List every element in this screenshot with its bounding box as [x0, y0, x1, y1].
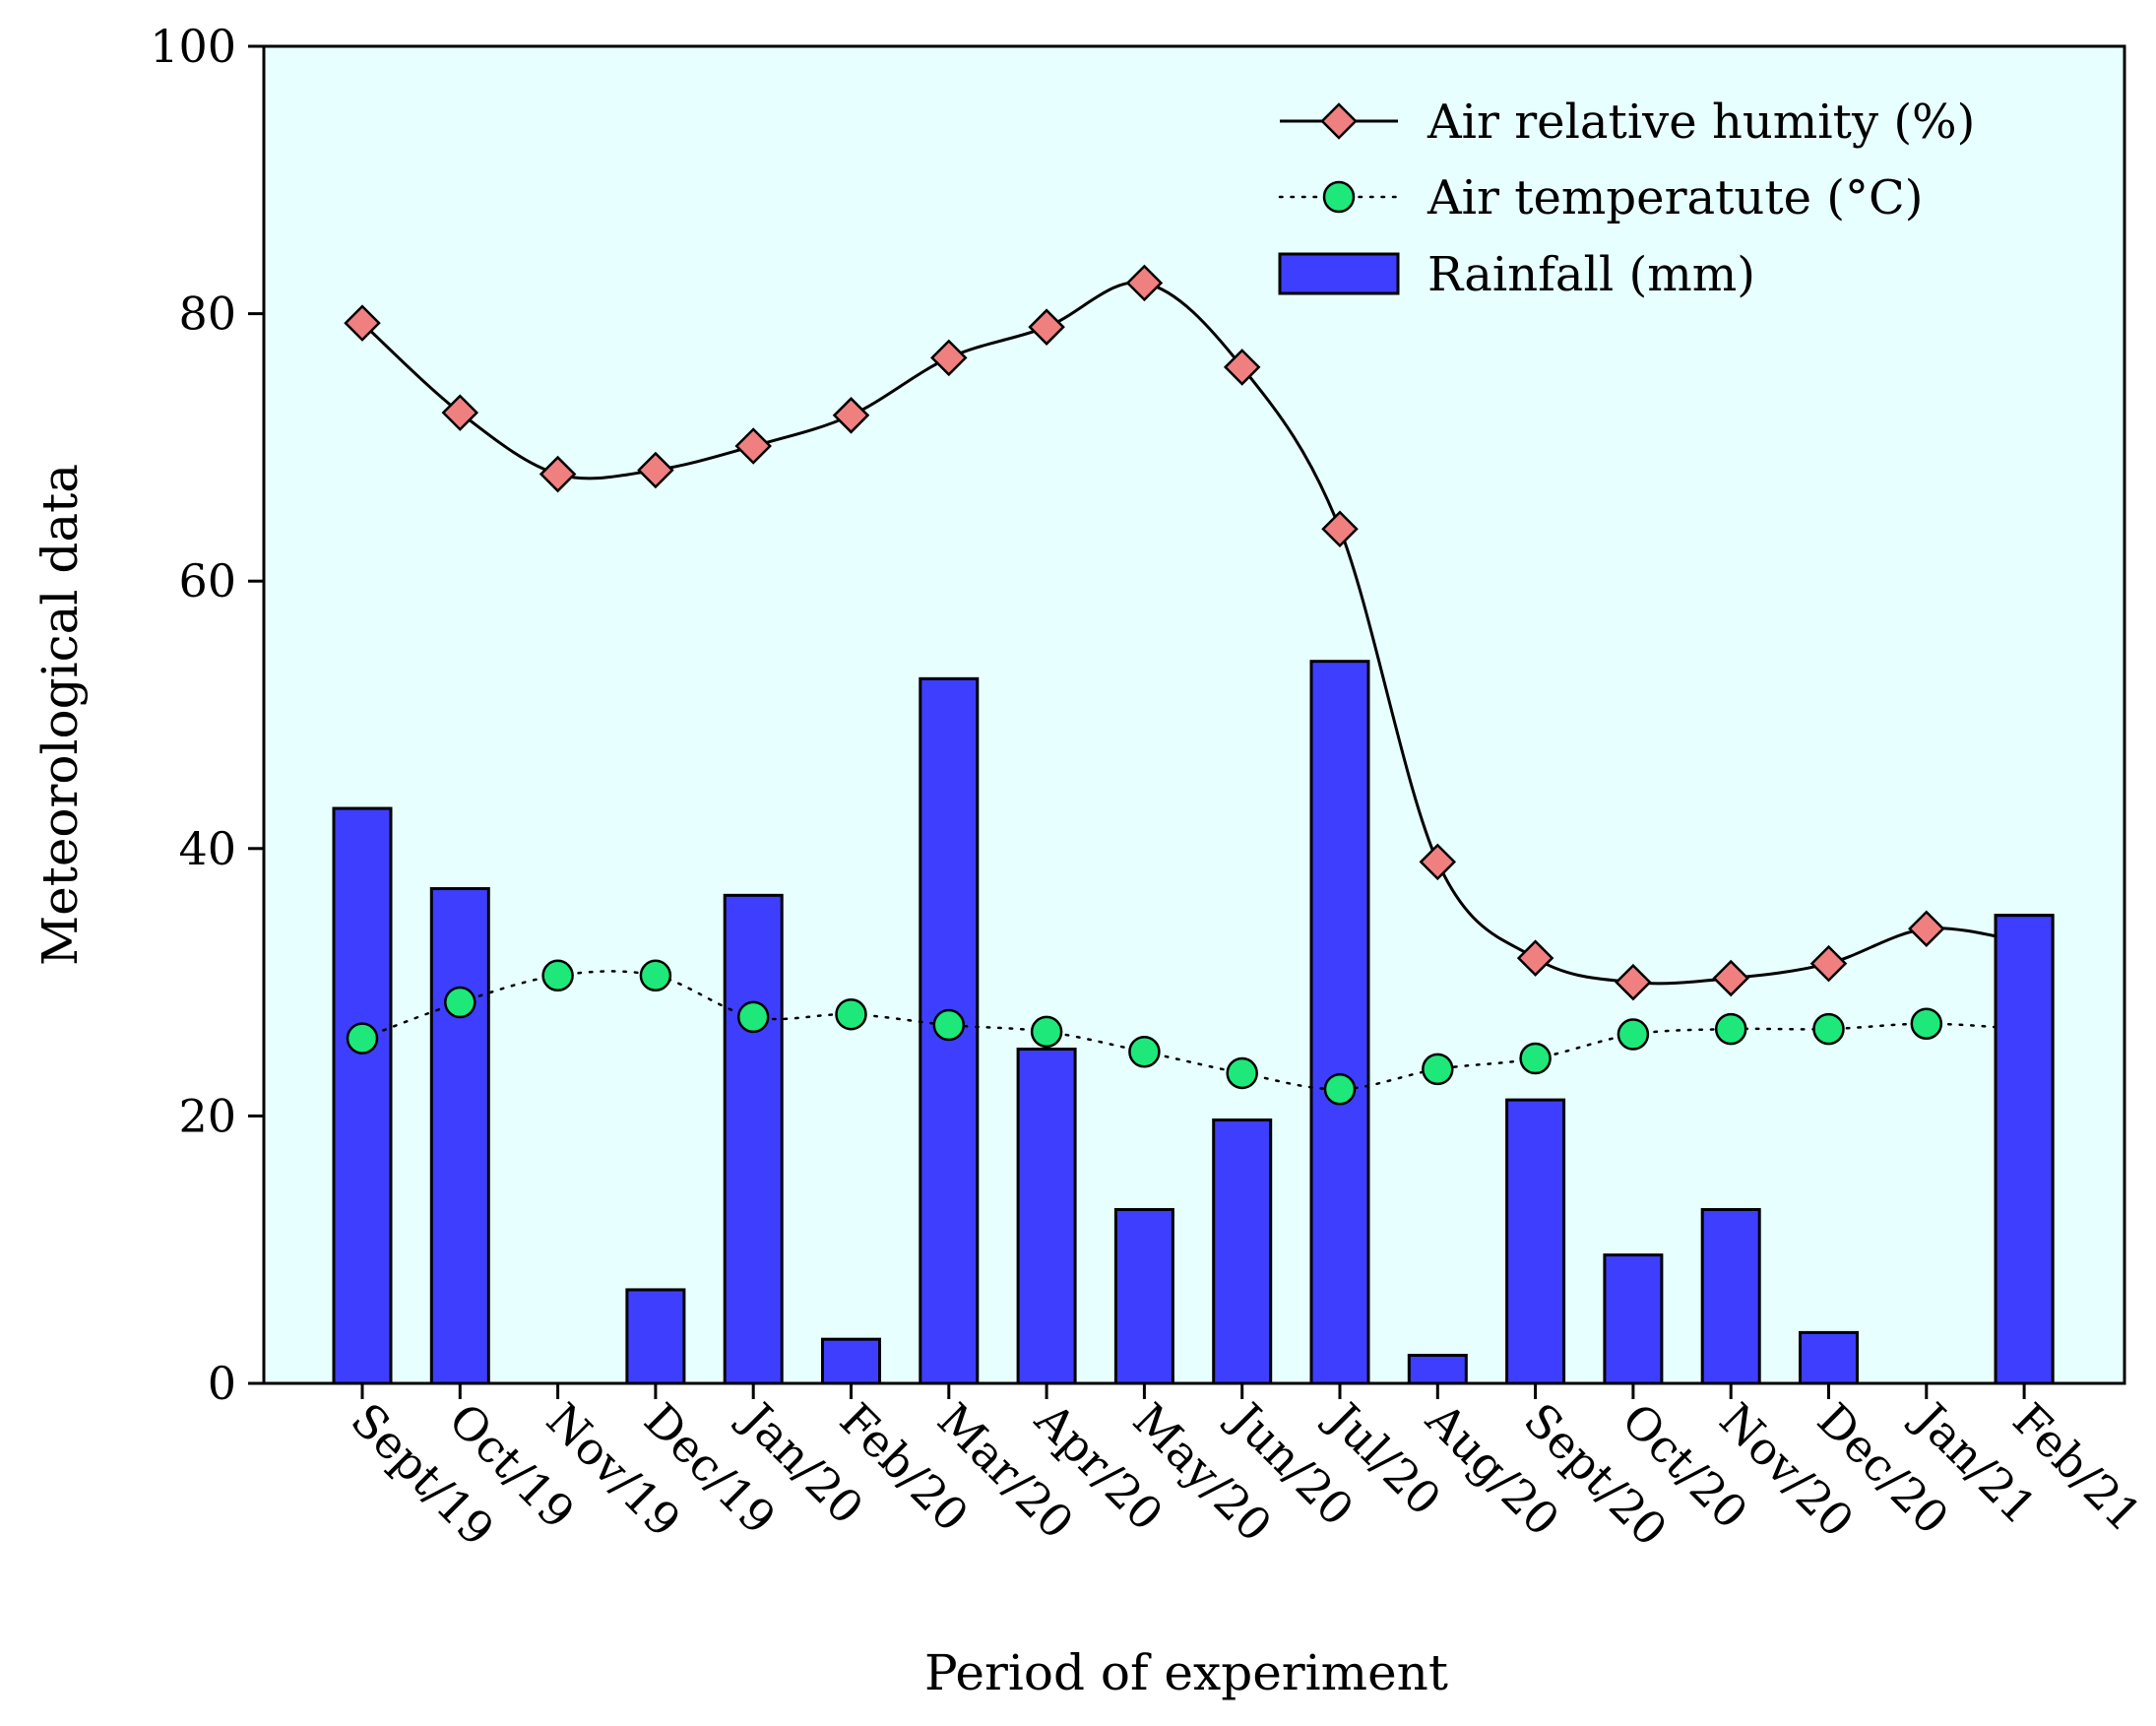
humidity-point-Mar/20 — [930, 339, 968, 377]
temperature-point-May/20 — [1128, 1035, 1161, 1068]
temperature-point-Dec/19 — [639, 959, 672, 992]
humidity-point-Oct/20 — [1615, 963, 1652, 1001]
temperature-point-Dec/20 — [1812, 1012, 1845, 1046]
temperature-point-Oct/19 — [444, 986, 476, 1019]
rainfall-bar-Feb/20 — [821, 1337, 881, 1385]
y-tick-label-40: 40 — [178, 822, 236, 875]
temperature-point-Aug/20 — [1422, 1053, 1454, 1086]
temperature-point-Feb/20 — [835, 997, 867, 1031]
legend: Air relative humity (%) Air temperatute (… — [1278, 95, 1975, 302]
humidity-point-Aug/20 — [1419, 843, 1457, 881]
rainfall-bar-Aug/20 — [1407, 1353, 1468, 1385]
x-axis: Sept/19Oct/19Nov/19Dec/19Jan/20Feb/20Mar… — [341, 1383, 2152, 1557]
temperature-point-Jan/20 — [736, 1000, 770, 1034]
y-axis: 0 20 40 60 80 100 — [150, 20, 264, 1410]
temperature-point-Oct/20 — [1617, 1018, 1650, 1051]
humidity-point-Dec/19 — [637, 451, 674, 489]
y-tick-label-100: 100 — [150, 20, 236, 73]
rainfall-bar-Jan/20 — [723, 893, 784, 1385]
rainfall-bar-Dec/20 — [1799, 1330, 1859, 1385]
humidity-point-Sept/19 — [344, 304, 381, 342]
y-tick-label-60: 60 — [178, 554, 236, 607]
temperature-point-Jun/20 — [1226, 1056, 1258, 1090]
y-tick-label-0: 0 — [208, 1357, 236, 1410]
legend-temperature-label: Air temperatute (°C) — [1427, 170, 1923, 225]
temperature-point-Sept/19 — [346, 1022, 379, 1055]
temperature-point-Mar/20 — [932, 1008, 966, 1042]
legend-humidity-label: Air relative humity (%) — [1427, 95, 1975, 150]
x-tick-label-Feb/21: Feb/21 — [2002, 1393, 2151, 1542]
temperature-point-Nov/20 — [1714, 1012, 1747, 1046]
humidity-point-May/20 — [1125, 264, 1164, 302]
rainfall-bar-Oct/19 — [429, 887, 490, 1385]
x-axis-label: Period of experiment — [924, 1644, 1448, 1701]
humidity-point-Jul/20 — [1321, 510, 1359, 548]
legend-rainfall-swatch — [1278, 252, 1400, 295]
humidity-point-Nov/20 — [1712, 959, 1749, 997]
humidity-point-Nov/19 — [539, 455, 577, 493]
y-tick-label-20: 20 — [178, 1089, 236, 1142]
rainfall-bar-Jun/20 — [1212, 1118, 1273, 1385]
temperature-point-Nov/19 — [541, 959, 574, 992]
legend-rainfall-label: Rainfall (mm) — [1427, 247, 1755, 302]
humidity-point-Jan/20 — [734, 427, 772, 465]
rainfall-bar-Jul/20 — [1309, 660, 1370, 1385]
rainfall-bar-overlay-Feb/21 — [1994, 914, 2055, 1385]
temperature-point-Sept/20 — [1519, 1042, 1552, 1075]
rainfall-bar-Apr/20 — [1016, 1048, 1077, 1385]
rainfall-bar-May/20 — [1113, 1207, 1174, 1385]
legend-humidity-marker — [1320, 102, 1358, 140]
temperature-point-Jul/20 — [1323, 1072, 1357, 1106]
temperature-point-Jan/21 — [1910, 1007, 1943, 1040]
rainfall-bar-Oct/20 — [1603, 1253, 1664, 1385]
temperature-line — [360, 970, 2026, 1091]
rainfall-bar-Sept/19 — [332, 806, 393, 1385]
rainfall-bar-Nov/20 — [1700, 1207, 1761, 1385]
humidity-point-Sept/20 — [1516, 939, 1554, 977]
y-tick-label-80: 80 — [178, 288, 236, 341]
humidity-point-Apr/20 — [1028, 308, 1065, 346]
temperature-point-Apr/20 — [1030, 1015, 1063, 1049]
y-axis-label: Meteorological data — [32, 464, 89, 966]
humidity-point-Dec/20 — [1809, 944, 1848, 983]
humidity-point-Oct/19 — [441, 394, 479, 431]
plot-area — [264, 46, 2124, 1383]
legend-temperature-marker — [1322, 180, 1356, 214]
humidity-point-Feb/20 — [832, 397, 870, 434]
rainfall-bar-Sept/20 — [1505, 1098, 1566, 1385]
plot-frame — [262, 44, 2126, 1385]
rainfall-bar-Dec/19 — [625, 1288, 686, 1385]
humidity-point-Jan/21 — [1908, 910, 1945, 948]
humidity-point-Jun/20 — [1223, 349, 1261, 386]
rainfall-bars — [332, 660, 2055, 1385]
